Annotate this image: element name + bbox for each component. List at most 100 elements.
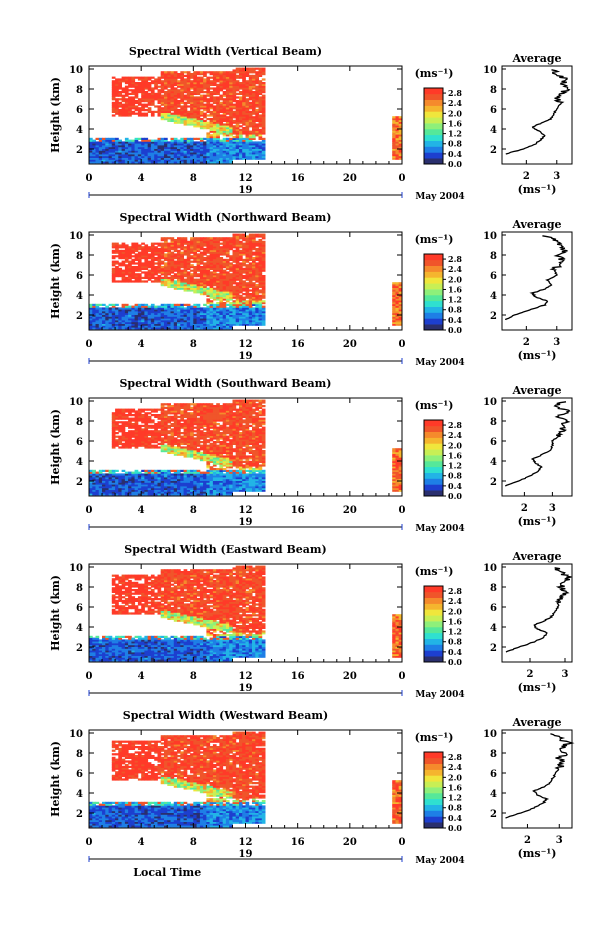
heatmap-cell xyxy=(245,143,250,146)
heatmap-cell xyxy=(108,157,113,160)
heatmap-cell xyxy=(89,473,93,476)
heatmap-cell xyxy=(111,486,116,489)
heatmap-cell xyxy=(131,242,136,245)
heatmap-cell xyxy=(141,83,145,86)
heatmap-cell xyxy=(255,154,259,157)
heatmap-cell xyxy=(154,314,158,317)
heatmap-cell xyxy=(128,98,132,101)
heatmap-cell xyxy=(154,444,158,447)
heatmap-cell xyxy=(258,275,263,278)
heatmap-cell xyxy=(183,91,188,94)
heatmap-cell xyxy=(98,312,103,315)
heatmap-cell xyxy=(395,296,400,299)
heatmap-cell xyxy=(131,480,136,483)
heatmap-cell xyxy=(144,103,149,106)
heatmap-cell xyxy=(216,258,220,261)
heatmap-cell xyxy=(206,139,211,142)
heatmap-cell xyxy=(235,128,240,131)
heatmap-cell xyxy=(128,253,132,256)
heatmap-cell xyxy=(167,421,171,424)
heatmap-cell xyxy=(144,428,149,431)
heatmap-cell xyxy=(167,255,171,258)
heatmap-cell xyxy=(255,302,259,305)
heatmap-cell xyxy=(118,309,122,312)
heatmap-cell xyxy=(258,296,263,299)
heatmap-cell xyxy=(121,150,126,153)
heatmap-cell xyxy=(212,291,217,294)
heatmap-cell xyxy=(111,82,116,85)
heatmap-cell xyxy=(203,143,207,146)
heatmap-cell xyxy=(219,98,224,101)
heatmap-cell xyxy=(235,69,240,72)
heatmap-cell xyxy=(124,475,129,478)
heatmap-cell xyxy=(131,80,136,83)
heatmap-cell xyxy=(128,311,132,314)
heatmap-cell xyxy=(128,248,132,251)
heatmap-cell xyxy=(177,114,181,117)
heatmap-cell xyxy=(245,257,250,260)
heatmap-cell xyxy=(229,239,233,242)
heatmap-cell xyxy=(160,405,165,408)
heatmap-cell xyxy=(222,239,227,242)
heatmap-cell xyxy=(212,98,217,101)
heatmap-cell xyxy=(209,154,214,157)
heatmap-cell xyxy=(177,321,181,324)
heatmap-cell xyxy=(209,248,214,251)
heatmap-cell xyxy=(134,441,139,444)
heatmap-cell xyxy=(92,473,96,476)
heatmap-cell xyxy=(121,262,126,265)
heatmap-cell xyxy=(225,154,230,157)
heatmap-cell xyxy=(160,415,165,418)
heatmap-cell xyxy=(92,484,96,487)
heatmap-cell xyxy=(180,159,184,162)
heatmap-cell xyxy=(199,293,204,296)
heatmap-cell xyxy=(164,430,168,433)
heatmap-cell xyxy=(245,130,250,133)
colorbar-swatch xyxy=(424,117,443,124)
heatmap-cell xyxy=(180,80,184,83)
heatmap-cell xyxy=(167,282,171,285)
heatmap-cell xyxy=(186,258,191,261)
heatmap-cell xyxy=(141,424,145,427)
heatmap-cell xyxy=(173,89,178,92)
heatmap-cell xyxy=(183,85,188,88)
heatmap-cell xyxy=(255,287,259,290)
heatmap-cell xyxy=(255,242,259,245)
y-axis-label: Height (km) xyxy=(49,243,62,319)
heatmap-cell xyxy=(186,251,191,254)
heatmap-cell xyxy=(115,482,119,485)
heatmap-cell xyxy=(177,253,181,256)
heatmap-cell xyxy=(222,83,227,86)
heatmap-cell xyxy=(252,87,256,90)
heatmap-cell xyxy=(115,260,119,263)
heatmap-cell xyxy=(255,249,259,252)
heatmap-cell xyxy=(111,94,116,97)
heatmap-cell xyxy=(261,293,266,296)
heatmap-cell xyxy=(124,146,129,149)
heatmap-cell xyxy=(190,239,194,242)
heatmap-cell xyxy=(128,148,132,151)
heatmap-cell xyxy=(164,161,168,164)
heatmap-cell xyxy=(242,155,246,158)
heatmap-cell xyxy=(137,107,142,110)
heatmap-cell xyxy=(164,482,168,485)
heatmap-cell xyxy=(245,123,250,126)
heatmap-cell xyxy=(121,109,126,112)
heatmap-cell xyxy=(144,91,149,94)
heatmap-cell xyxy=(199,94,204,97)
heatmap-cell xyxy=(105,489,109,492)
heatmap-cell xyxy=(255,71,259,74)
heatmap-cell xyxy=(196,284,201,287)
heatmap-cell xyxy=(173,239,178,242)
heatmap-cell xyxy=(154,96,158,99)
heatmap-cell xyxy=(164,421,168,424)
heatmap-cell xyxy=(160,112,165,115)
heatmap-cell xyxy=(398,127,403,130)
heatmap-cell xyxy=(121,114,126,117)
heatmap-cell xyxy=(92,148,96,151)
heatmap-cell xyxy=(199,246,204,249)
heatmap-cell xyxy=(157,251,162,254)
heatmap-cell xyxy=(196,320,201,323)
heatmap-cell xyxy=(239,109,243,112)
heatmap-cell xyxy=(216,74,220,77)
